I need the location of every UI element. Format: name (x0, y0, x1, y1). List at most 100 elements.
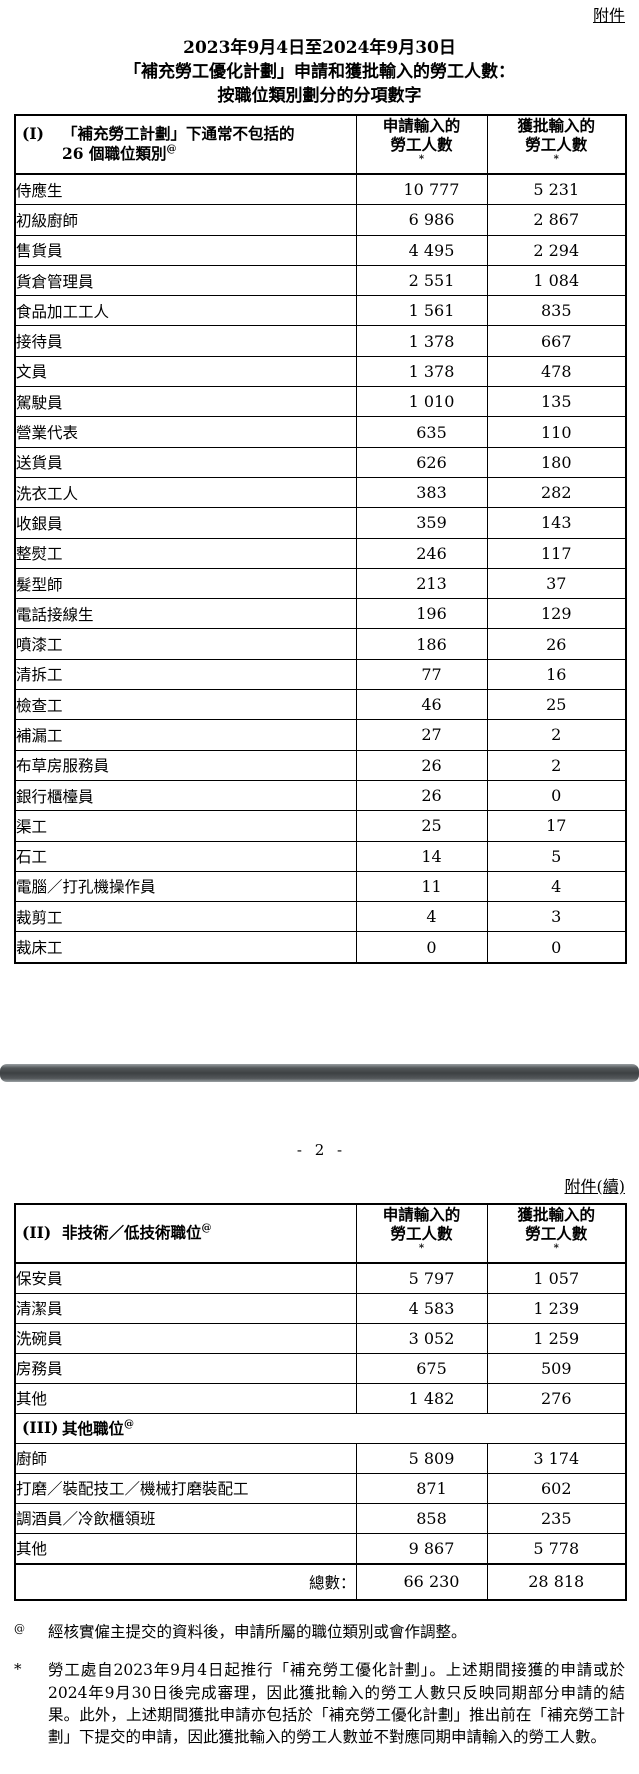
total-row: 總數： 66 230 28 818 (14, 1562, 627, 1601)
approved-count: 3 174 (486, 1442, 627, 1474)
table-row: 裁剪工 4 3 (14, 901, 627, 933)
applied-count: 9 867 (355, 1532, 488, 1565)
total-applied-count: 66 230 (355, 1562, 488, 1601)
title-line-2: 「補充勞工優化計劃」申請和獲批輸入的勞工人數： (124, 62, 515, 82)
job-category-label: 售貨員 (14, 234, 357, 266)
applied-count: 4 583 (355, 1292, 488, 1324)
applied-count: 1 561 (355, 295, 488, 327)
applied-count: 1 010 (355, 386, 488, 418)
table-row: 洗衣工人 383 282 (14, 476, 627, 509)
job-category-label: 房務員 (14, 1352, 357, 1384)
table1-header-row: (I) 「補充勞工計劃」下通常不包括的 26 個職位類別@ 申請輸入的 勞工人數… (14, 114, 627, 175)
title-line-1: 2023年9月4日至2024年9月30日 (183, 38, 456, 58)
approved-count: 26 (486, 628, 627, 660)
job-category-label: 清拆工 (14, 658, 357, 691)
approved-count: 235 (486, 1502, 627, 1534)
applied-count: 14 (355, 840, 488, 872)
table2-section-header-cell: (II) 非技術／低技術職位@ (14, 1203, 357, 1264)
applied-count: 27 (355, 719, 488, 751)
table-row: 侍應生 10 777 5 231 (14, 173, 627, 206)
footnote-at-text: 經核實僱主提交的資料後，申請所屬的職位類別或會作調整。 (48, 1622, 467, 1641)
job-category-label: 收銀員 (14, 507, 357, 539)
applied-count: 196 (355, 598, 488, 630)
job-category-label: 廚師 (14, 1442, 357, 1474)
applied-count: 6 986 (355, 204, 488, 236)
table-row: 布草房服務員 26 2 (14, 749, 627, 781)
job-category-label: 保安員 (14, 1262, 357, 1294)
table-row: 電腦／打孔機操作員 11 4 (14, 870, 627, 903)
table-row: 房務員 675 509 (14, 1352, 627, 1384)
job-category-label: 石工 (14, 840, 357, 872)
job-category-label: 貨倉管理員 (14, 264, 357, 297)
job-category-label: 調酒員／冷飲櫃領班 (14, 1502, 357, 1534)
footnote-at: @ 經核實僱主提交的資料後，申請所屬的職位類別或會作調整。 (14, 1621, 625, 1643)
job-category-label: 裁剪工 (14, 901, 357, 933)
applied-count: 1 482 (355, 1382, 488, 1414)
job-category-label: 侍應生 (14, 173, 357, 206)
section-id: (I) (22, 124, 44, 143)
section-title-text: 非技術／低技術職位@ (62, 1222, 212, 1242)
approved-count: 129 (486, 598, 627, 630)
job-category-label: 洗碗員 (14, 1322, 357, 1354)
approved-count: 143 (486, 507, 627, 539)
applied-count: 4 (355, 901, 488, 933)
applied-count: 626 (355, 446, 488, 478)
approved-count: 3 (486, 901, 627, 933)
section-title: 「補充勞工計劃」下通常不包括的 26 個職位類別@ (62, 124, 295, 164)
approved-count: 478 (486, 355, 627, 388)
job-category-label: 其他 (14, 1382, 357, 1414)
approved-count: 0 (486, 931, 627, 964)
job-category-label: 補漏工 (14, 719, 357, 751)
applied-count: 1 378 (355, 325, 488, 357)
job-category-label: 銀行櫃檯員 (14, 779, 357, 812)
table3-section-header-cell: (III) 其他職位@ (14, 1412, 627, 1444)
col-header-applied: 申請輸入的 勞工人數 * (355, 1203, 488, 1264)
approved-count: 117 (486, 537, 627, 569)
applied-count: 5 809 (355, 1442, 488, 1474)
approved-count: 276 (486, 1382, 627, 1414)
table2-header-row: (II) 非技術／低技術職位@ 申請輸入的 勞工人數 * 獲批輸入的 勞工人數 * (14, 1203, 627, 1264)
approved-count: 0 (486, 779, 627, 812)
section-title-line-2: 26 個職位類別@ (62, 143, 177, 163)
applied-count: 26 (355, 749, 488, 781)
approved-count: 5 778 (486, 1532, 627, 1565)
footnote-star-ref: * (418, 1242, 425, 1254)
annex-continued-label: 附件(續) (564, 1176, 626, 1196)
approved-count: 835 (486, 295, 627, 327)
approved-count: 2 (486, 719, 627, 751)
footnote-at-ref: @ (201, 1222, 212, 1234)
footnote-star-ref: * (553, 1242, 559, 1254)
table-row: 營業代表 635 110 (14, 416, 627, 448)
job-category-label: 打磨／裝配技工／機械打磨裝配工 (14, 1472, 357, 1504)
table-other-categories: (II) 非技術／低技術職位@ 申請輸入的 勞工人數 * 獲批輸入的 勞工人數 * (14, 1202, 627, 1601)
job-category-label: 布草房服務員 (14, 749, 357, 781)
applied-count: 3 052 (355, 1322, 488, 1354)
total-approved-count: 28 818 (486, 1562, 627, 1601)
job-category-label: 其他 (14, 1532, 357, 1565)
approved-count: 509 (486, 1352, 627, 1384)
page-number: - 2 - (296, 1140, 343, 1159)
footnote-star: * 勞工處自2023年9月4日起推行「補充勞工優化計劃」。上述期間接獲的申請或於… (14, 1659, 625, 1749)
table-row: 打磨／裝配技工／機械打磨裝配工 871 602 (14, 1472, 627, 1504)
approved-count: 1 057 (486, 1262, 627, 1294)
approved-count: 5 (486, 840, 627, 872)
table-row: 貨倉管理員 2 551 1 084 (14, 264, 627, 297)
table-row: 裁床工 0 0 (14, 931, 627, 964)
footnote-at-ref: @ (166, 143, 177, 155)
approved-count: 25 (486, 689, 627, 721)
applied-count: 77 (355, 658, 488, 691)
applied-count: 675 (355, 1352, 488, 1384)
section-title: 非技術／低技術職位@ (62, 1223, 212, 1243)
table-row: 電話接線生 196 129 (14, 598, 627, 630)
approved-count: 667 (486, 325, 627, 357)
table-excluded-26-categories: (I) 「補充勞工計劃」下通常不包括的 26 個職位類別@ 申請輸入的 勞工人數… (14, 114, 627, 964)
page-separator-bar (0, 1063, 639, 1082)
approved-count: 16 (486, 658, 627, 691)
approved-count: 5 231 (486, 173, 627, 206)
applied-count: 858 (355, 1502, 488, 1534)
table-row: 初級廚師 6 986 2 867 (14, 204, 627, 236)
table1-section-header-cell: (I) 「補充勞工計劃」下通常不包括的 26 個職位類別@ (14, 114, 357, 175)
approved-count: 37 (486, 567, 627, 600)
total-label: 總數： (14, 1562, 357, 1601)
applied-count: 0 (355, 931, 488, 964)
